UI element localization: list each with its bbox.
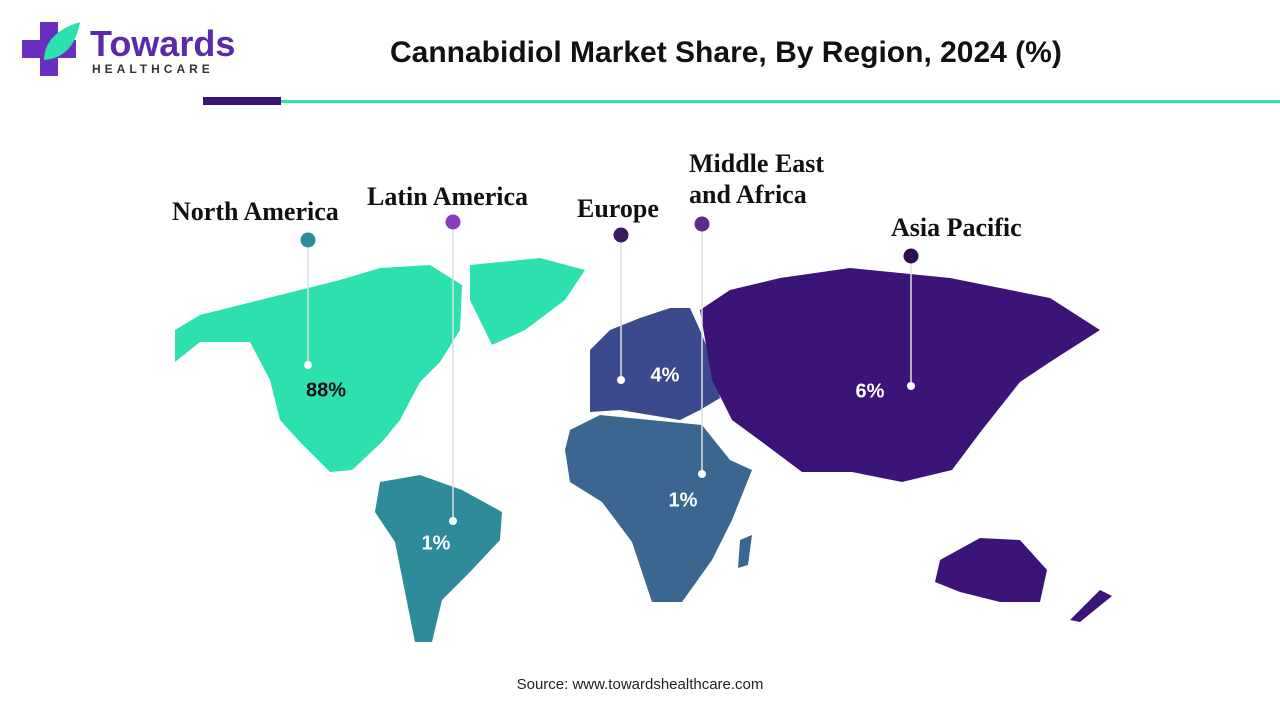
value-label: 4% — [650, 364, 680, 387]
header-bar — [203, 97, 281, 105]
value-label: 1% — [421, 532, 451, 555]
source: Source: www.towardshealthcare.com — [516, 676, 764, 693]
region-label: Europe — [577, 194, 659, 223]
value-label: 6% — [855, 380, 885, 403]
end-dot — [449, 517, 457, 525]
madagascar — [738, 535, 752, 568]
marker-dot — [445, 214, 461, 230]
logo-icon — [22, 22, 80, 76]
australia — [935, 538, 1047, 602]
end-dot — [907, 382, 915, 390]
logo-tagline: HEALTHCARE — [92, 62, 214, 76]
region-label: Asia Pacific — [891, 213, 1022, 242]
marker-dot — [300, 232, 316, 248]
region-label: Middle East and Africa — [689, 149, 825, 209]
region — [565, 415, 752, 602]
new-zealand — [1070, 590, 1112, 622]
region — [700, 268, 1100, 482]
logo-name: Towards — [90, 23, 235, 64]
marker-dot — [903, 248, 919, 264]
region-label: Latin America — [367, 182, 529, 211]
chart-title: Cannabidiol Market Share, By Region, 202… — [390, 36, 1062, 69]
region-label: North America — [172, 197, 339, 226]
end-dot — [304, 361, 312, 369]
value-label: 88% — [305, 379, 347, 402]
end-dot — [698, 470, 706, 478]
header-line — [281, 100, 1280, 103]
greenland — [470, 258, 585, 345]
region — [590, 308, 720, 420]
region — [375, 475, 502, 642]
value-label: 1% — [668, 489, 698, 512]
region — [175, 265, 462, 472]
end-dot — [617, 376, 625, 384]
marker-dot — [613, 227, 629, 243]
marker-dot — [694, 216, 710, 232]
